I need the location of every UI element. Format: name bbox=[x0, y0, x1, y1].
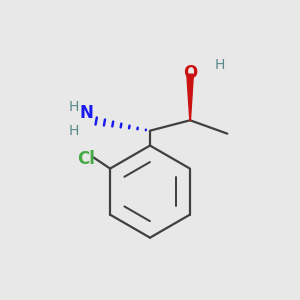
Text: H: H bbox=[69, 100, 80, 114]
Polygon shape bbox=[187, 74, 194, 120]
Text: H: H bbox=[69, 124, 80, 138]
Text: Cl: Cl bbox=[77, 150, 95, 168]
Text: H: H bbox=[215, 58, 225, 72]
Text: N: N bbox=[79, 104, 93, 122]
Text: O: O bbox=[183, 64, 197, 82]
